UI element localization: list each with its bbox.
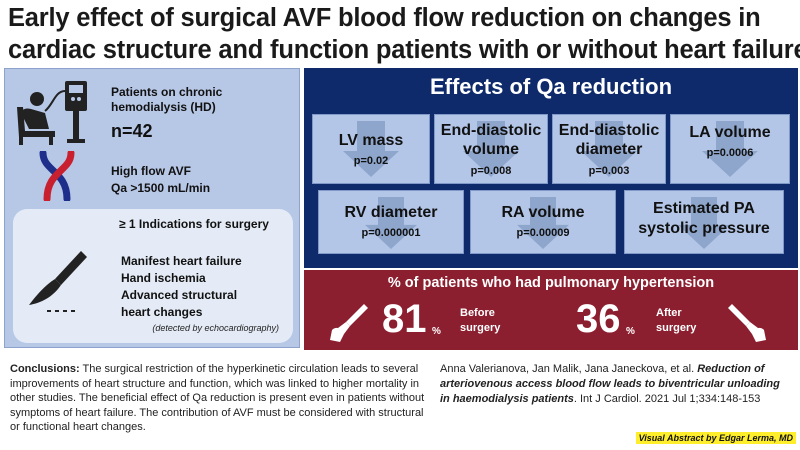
effects-panel: Effects of Qa reduction LV mass p=0.02 E… <box>304 68 798 268</box>
indication-item: Advanced structural <box>121 288 238 302</box>
effect-box-ed-volume: End-diastolic volume p=0.008 <box>434 114 548 184</box>
effect-name-2: diameter <box>575 141 643 158</box>
conclusions: Conclusions: The surgical restriction of… <box>10 362 430 435</box>
effect-name: LA volume <box>689 124 771 141</box>
effect-box-pa-pressure: Estimated PA systolic pressure <box>624 190 784 254</box>
patients-line-1: Patients on chronic <box>111 85 223 99</box>
effect-name: RV diameter <box>344 204 438 221</box>
indications-title: ≥ 1 Indications for surgery <box>119 217 269 231</box>
down-arrow-icon <box>463 121 519 177</box>
effect-p-value: p=0.00009 <box>516 227 570 239</box>
avf-line-1: High flow AVF <box>111 164 191 178</box>
effect-p-value: p=0.000001 <box>361 227 421 239</box>
down-arrow-icon <box>343 121 399 177</box>
down-arrow-icon <box>702 121 758 177</box>
title-line-2: cardiac structure and function patients … <box>8 36 800 64</box>
effect-box-ra-volume: RA volume p=0.00009 <box>470 190 616 254</box>
patients-line-2: hemodialysis (HD) <box>111 100 216 114</box>
effect-box-rv-diameter: RV diameter p=0.000001 <box>318 190 464 254</box>
effect-p-value: p=0.003 <box>588 165 630 177</box>
scalpel-hand-icon <box>328 300 372 349</box>
avf-line-2: Qa >1500 mL/min <box>111 181 211 195</box>
indication-item: Manifest heart failure <box>121 254 242 268</box>
effect-name: End-diastolic <box>558 122 660 139</box>
patient-count: n=42 <box>111 121 153 141</box>
down-arrow-icon <box>517 197 569 249</box>
patients-label: Patients on chronic hemodialysis (HD) <box>111 85 222 115</box>
down-arrow-icon <box>678 197 730 249</box>
effect-p-value: p=0.008 <box>470 165 512 177</box>
effect-name: RA volume <box>501 204 585 221</box>
pulmonary-hypertension-panel: % of patients who had pulmonary hyperten… <box>304 270 798 350</box>
after-unit: % <box>626 326 635 337</box>
effect-p-value: p=0.0006 <box>706 147 754 159</box>
citation-source: . Int J Cardiol. 2021 Jul 1;334:148-153 <box>573 393 761 405</box>
after-line-2: surgery <box>656 322 697 334</box>
effect-box-la-volume: LA volume p=0.0006 <box>670 114 790 184</box>
scalpel-hand-icon-2 <box>724 300 768 349</box>
title-line-1: Early effect of surgical AVF blood flow … <box>8 4 761 32</box>
before-label: Before surgery <box>460 306 500 336</box>
indication-item: heart changes <box>121 305 203 319</box>
effect-name-2: systolic pressure <box>638 220 770 237</box>
credit-badge: Visual Abstract by Edgar Lerma, MD <box>635 432 796 444</box>
conclusions-label: Conclusions: <box>10 363 80 375</box>
before-unit: % <box>432 326 441 337</box>
citation-title: Reduction of arteriovenous access blood … <box>440 363 780 405</box>
effects-title: Effects of Qa reduction <box>429 74 673 99</box>
avf-label: High flow AVF Qa >1500 mL/min <box>111 163 210 197</box>
effect-name: LV mass <box>338 132 404 149</box>
effect-name: Estimated PA <box>653 200 755 217</box>
scalpel-icon <box>23 245 95 322</box>
indications-list: Manifest heart failure Hand ischemia Adv… <box>121 253 242 321</box>
before-line-2: surgery <box>460 322 501 334</box>
indications-box: ≥ 1 Indications for surgery Manifest hea… <box>13 209 293 343</box>
conclusions-text: The surgical restriction of the hyperkin… <box>10 363 425 433</box>
effect-box-lv-mass: LV mass p=0.02 <box>312 114 430 184</box>
effect-box-ed-diameter: End-diastolic diameter p=0.003 <box>552 114 666 184</box>
patients-panel: Patients on chronic hemodialysis (HD) n=… <box>4 68 300 348</box>
down-arrow-icon <box>581 121 637 177</box>
after-value: 36 <box>576 297 621 341</box>
effect-name-2: volume <box>462 141 519 158</box>
ph-title: % of patients who had pulmonary hyperten… <box>387 275 715 291</box>
effect-name: End-diastolic <box>440 122 542 139</box>
avf-vessel-icon <box>37 149 77 206</box>
before-value: 81 <box>382 297 427 341</box>
page-title: Early effect of surgical AVF blood flow … <box>8 2 800 66</box>
echo-note: (detected by echocardiography) <box>152 323 279 333</box>
dialysis-patient-icon <box>15 77 101 154</box>
citation: Anna Valerianova, Jan Malik, Jana Janeck… <box>440 362 792 407</box>
citation-authors: Anna Valerianova, Jan Malik, Jana Janeck… <box>440 363 698 375</box>
after-line-1: After <box>656 307 682 319</box>
effect-p-value: p=0.02 <box>353 155 389 167</box>
before-line-1: Before <box>460 307 495 319</box>
indication-item: Hand ischemia <box>121 271 206 285</box>
after-label: After surgery <box>656 306 696 336</box>
down-arrow-icon <box>365 197 417 249</box>
